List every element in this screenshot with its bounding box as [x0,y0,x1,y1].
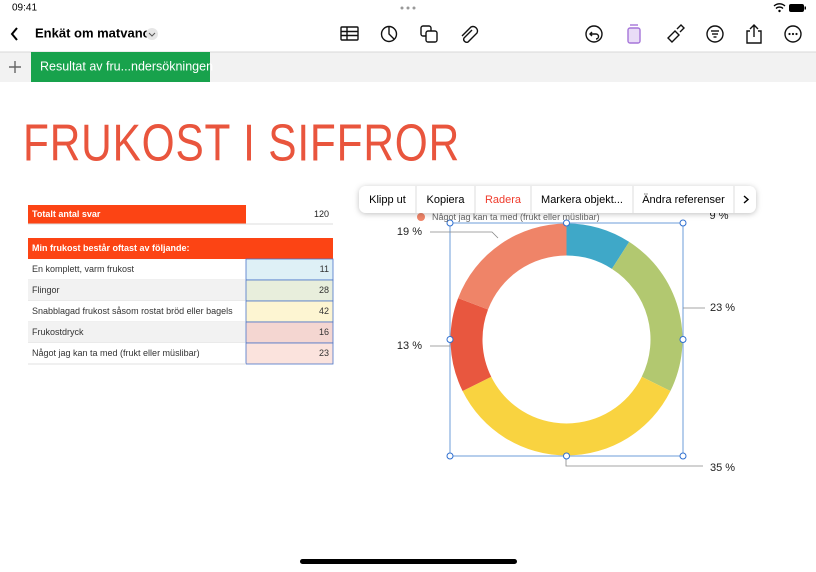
row-label: Frukostdryck [32,327,84,337]
legend-swatch [417,213,425,221]
table-row [28,280,246,301]
total-label-cell [28,205,246,224]
add-sheet-button[interactable] [9,61,21,73]
organize-button[interactable] [706,25,724,43]
chart-button[interactable] [380,25,398,43]
selection-handles[interactable] [446,219,687,460]
document-title[interactable]: Enkät om matvanor [35,25,156,40]
status-dots [400,6,416,10]
value-label: 23 % [710,302,735,314]
brush-button[interactable] [667,24,685,43]
page-title: FRUKOST I SIFFROR [23,115,460,173]
value-cell [245,342,334,365]
attach-button[interactable] [461,25,479,43]
row-value: 16 [319,327,329,337]
more-button[interactable] [784,25,802,43]
sheet-tab[interactable] [31,52,210,82]
home-indicator [300,559,517,564]
table-row [28,301,246,322]
menu-item[interactable]: Klipp ut [369,194,406,206]
table-row [28,259,246,280]
share-button[interactable] [746,24,762,44]
menu-item[interactable]: Markera objekt... [541,194,623,206]
row-label: Något jag kan ta med (frukt eller müslib… [32,348,200,358]
table-header-cell [28,238,333,259]
table-header: Min frukost består oftast av följande: [32,243,190,253]
donut-segment [611,241,683,392]
status-time: 09:41 [12,3,37,14]
row-value: 42 [319,306,329,316]
donut-segment [462,376,671,456]
row-value: 23 [319,348,329,358]
row-label: Snabblagad frukost såsom rostat bröd ell… [32,306,233,316]
row-value: 11 [320,264,329,274]
menu-item[interactable]: Radera [485,194,522,206]
menu-more[interactable] [743,195,750,204]
format-button[interactable] [627,24,641,44]
back-button[interactable] [10,27,18,41]
value-label: 19 % [397,226,422,238]
more-dots [788,32,798,36]
row-label: En komplett, varm frukost [32,264,135,274]
row-label: Flingor [32,285,60,295]
title-menu-button[interactable] [146,28,158,40]
total-value: 120 [314,209,329,219]
sheet-tab-label[interactable]: Resultat av fru...ndersökningen [40,59,213,73]
row-value: 28 [319,285,329,295]
table-button[interactable] [340,26,359,41]
menu-item[interactable]: Ändra referenser [642,194,725,206]
status-icons [773,3,806,13]
donut-segment [566,223,630,269]
table-row [28,322,246,343]
donut-segment [450,298,492,392]
table-row [28,343,246,364]
value-label: 13 % [397,340,422,352]
menu-item[interactable]: Kopiera [427,194,466,206]
undo-button[interactable] [585,25,603,43]
total-label: Totalt antal svar [32,209,101,219]
value-label: 35 % [710,462,735,474]
shape-button[interactable] [420,25,438,43]
context-menu [359,186,756,213]
donut-segment [458,223,567,310]
legend-label: Något jag kan ta med (frukt eller müslib… [432,212,600,222]
